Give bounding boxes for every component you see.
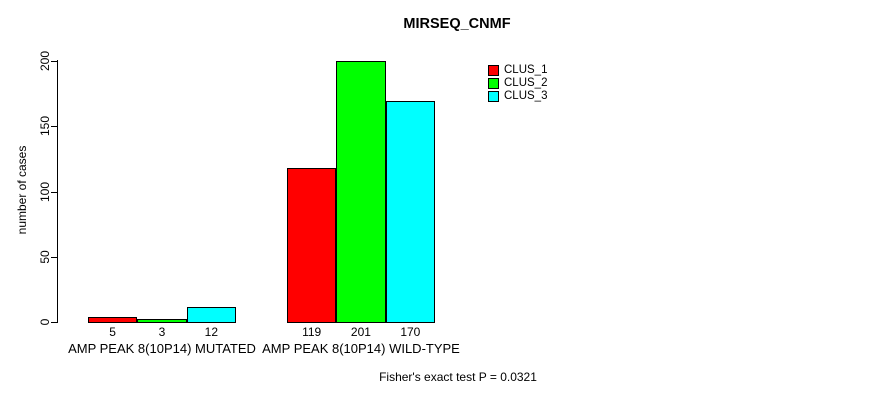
bar-clus_1-group2 [287,167,337,323]
chart-title: MIRSEQ_CNMF [403,16,511,32]
y-tick-label: 0 [38,318,52,326]
legend-swatch-clus_3 [488,91,499,102]
bar-value-label: 5 [109,325,116,339]
y-tick-label: 200 [38,50,52,72]
legend-swatch-clus_2 [488,78,499,89]
y-tick-label: 50 [38,250,52,264]
y-tick-label: 100 [38,181,52,202]
y-axis-line [57,60,58,323]
bar-value-label: 170 [400,325,421,339]
bar-value-label: 12 [204,325,219,339]
y-tick-mark [51,322,57,323]
bar-clus_1-group1 [88,316,138,323]
legend-label: CLUS_2 [504,77,548,89]
bar-clus_3-group1 [186,307,236,323]
bar-clus_3-group2 [385,101,435,323]
y-tick-label: 150 [38,116,52,137]
footnote-text: Fisher's exact test P = 0.0321 [379,370,537,384]
legend-label: CLUS_3 [504,90,548,102]
y-tick-mark [51,256,57,258]
group-label: AMP PEAK 8(10P14) MUTATED [68,341,256,356]
bar-clus_2-group2 [336,60,386,323]
legend-swatch-clus_1 [488,65,499,76]
y-tick-mark [51,191,57,193]
bar-value-label: 3 [158,325,166,339]
y-tick-mark [51,61,57,62]
bar-value-label: 119 [302,325,322,339]
bar-clus_2-group1 [137,319,187,323]
group-label: AMP PEAK 8(10P14) WILD-TYPE [262,341,460,356]
y-tick-mark [51,126,57,128]
legend-label: CLUS_1 [504,64,548,76]
bar-value-label: 201 [350,325,371,339]
y-axis-label: number of cases [15,145,29,235]
